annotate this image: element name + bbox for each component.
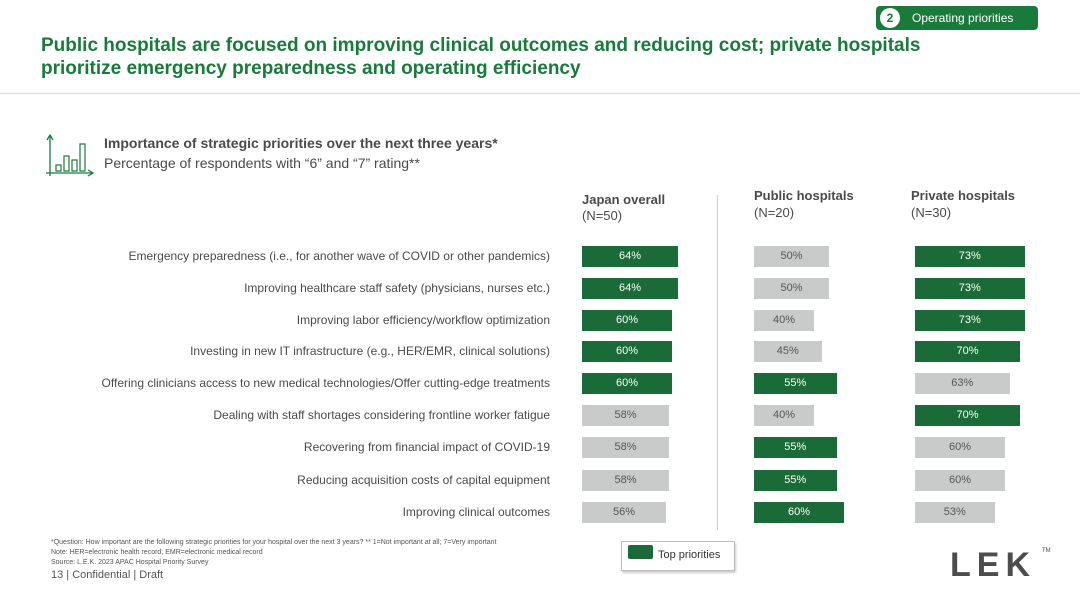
bar (754, 502, 844, 523)
bar-value-label: 58% (614, 441, 637, 453)
row-label: Investing in new IT infrastructure (e.g.… (190, 344, 550, 358)
row-label: Dealing with staff shortages considering… (213, 408, 550, 422)
page-title: Public hospitals are focused on improvin… (41, 35, 921, 79)
bar-value-label: 40% (772, 409, 796, 421)
bar-value-label: 55% (784, 474, 807, 486)
bar (915, 341, 1020, 362)
section-number: 2 (880, 8, 900, 28)
bar (582, 341, 672, 362)
footnotes: *Question: How important are the followi… (51, 538, 497, 568)
bar (754, 341, 822, 362)
section-label: Operating priorities (912, 11, 1014, 25)
column-n-public: (N=20) (754, 205, 795, 220)
bar-value-label: 64% (618, 250, 642, 262)
bar-value-label: 50% (780, 250, 803, 262)
row-label: Recovering from financial impact of COVI… (303, 440, 550, 454)
bar-value-label: 53% (943, 506, 966, 518)
bar-value-label: 55% (784, 441, 807, 453)
bar (915, 246, 1025, 267)
bar-value-label: 45% (776, 345, 799, 357)
bar-value-label: 73% (958, 282, 981, 294)
bar (582, 246, 678, 267)
row-label: Improving healthcare staff safety (physi… (244, 281, 550, 295)
bar (582, 470, 669, 491)
chart-subtitle: Percentage of respondents with “6” and “… (104, 155, 420, 171)
bar (582, 437, 669, 458)
row-label: Offering clinicians access to new medica… (101, 376, 550, 390)
bar-value-label: 60% (615, 345, 639, 357)
column-divider (717, 195, 718, 530)
page-footer: 13 | Confidential | Draft (51, 569, 164, 581)
bar (582, 502, 666, 523)
bar (754, 437, 837, 458)
title-divider (0, 93, 1080, 94)
bar (754, 278, 829, 299)
bar-value-label: 60% (787, 506, 811, 518)
bar (754, 405, 814, 426)
bar (754, 373, 837, 394)
chart-title: Importance of strategic priorities over … (104, 135, 498, 151)
column-n-private: (N=30) (911, 205, 952, 220)
bar (915, 405, 1020, 426)
footnote-question: *Question: How important are the followi… (51, 539, 497, 546)
column-header-private: Private hospitals (911, 188, 1016, 203)
section-tag (876, 6, 1038, 30)
bar (582, 278, 678, 299)
row-label: Emergency preparedness (i.e., for anothe… (128, 249, 550, 263)
legend-label: Top priorities (658, 549, 721, 561)
bar-value-label: 70% (956, 345, 979, 357)
bar (754, 246, 829, 267)
bar (582, 373, 672, 394)
bar (754, 310, 814, 331)
bar-value-label: 55% (784, 377, 807, 389)
bar-value-label: 60% (948, 474, 972, 486)
bar-value-label: 56% (612, 506, 636, 518)
bar (582, 310, 672, 331)
column-header-public: Public hospitals (754, 188, 854, 203)
column-n-japan: (N=50) (582, 208, 623, 223)
bar (915, 502, 995, 523)
row-label: Improving clinical outcomes (402, 505, 550, 519)
lek-logo: LEK (950, 546, 1036, 584)
bar-value-label: 63% (951, 377, 974, 389)
bar-value-label: 64% (618, 282, 642, 294)
legend-swatch (628, 545, 653, 559)
bar-value-label: 58% (614, 409, 637, 421)
bar (582, 405, 669, 426)
bar (915, 437, 1005, 458)
bar-value-label: 60% (948, 441, 972, 453)
bar-value-label: 73% (958, 314, 981, 326)
bar (915, 373, 1010, 394)
footnote-source: Source: L.E.K. 2023 APAC Hospital Priori… (51, 559, 209, 566)
bar-value-label: 40% (772, 314, 796, 326)
bar (915, 310, 1025, 331)
column-header-japan: Japan overall (582, 192, 666, 207)
logo-trademark: TM (1042, 548, 1051, 554)
bar-value-label: 60% (615, 377, 639, 389)
bar-chart-icon (46, 133, 95, 177)
footnote-note: Note: HER=electronic health record; EMR=… (51, 549, 263, 556)
bar-value-label: 70% (956, 409, 979, 421)
bar-value-label: 60% (615, 314, 639, 326)
bar (915, 470, 1005, 491)
bar (754, 470, 837, 491)
row-label: Reducing acquisition costs of capital eq… (297, 473, 550, 487)
bar-value-label: 50% (780, 282, 803, 294)
bar-value-label: 73% (958, 250, 981, 262)
bar-value-label: 58% (614, 474, 637, 486)
row-label: Improving labor efficiency/workflow opti… (296, 313, 550, 327)
bar (915, 278, 1025, 299)
